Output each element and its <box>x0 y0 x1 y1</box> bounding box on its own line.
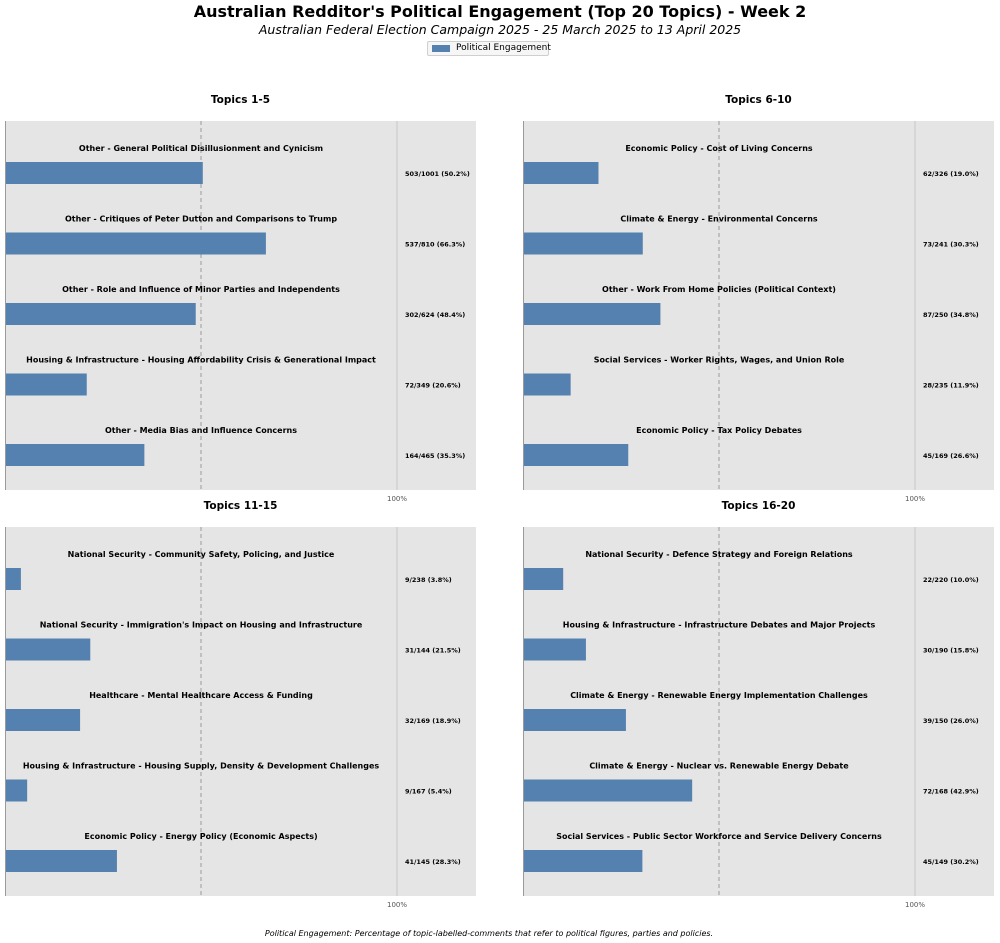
topic-label-3: Other - Work From Home Policies (Politic… <box>602 285 836 294</box>
topic-label-2: National Security - Immigration's Impact… <box>40 621 363 630</box>
value-label-5: 164/465 (35.3%) <box>405 452 465 460</box>
topic-label-3: Climate & Energy - Renewable Energy Impl… <box>570 691 868 700</box>
topic-label-1: Other - General Political Disillusionmen… <box>79 144 323 153</box>
bar-3 <box>524 709 626 731</box>
value-label-3: 32/169 (18.9%) <box>405 717 461 725</box>
topic-label-2: Housing & Infrastructure - Infrastructur… <box>563 621 876 630</box>
value-label-1: 62/326 (19.0%) <box>923 170 979 178</box>
value-label-1: 22/220 (10.0%) <box>923 576 979 584</box>
value-label-5: 45/169 (26.6%) <box>923 452 979 460</box>
x-tick-label: 100% <box>387 495 407 503</box>
topic-label-4: Climate & Energy - Nuclear vs. Renewable… <box>589 762 849 771</box>
legend: Political Engagement <box>427 41 551 56</box>
x-tick-label: 100% <box>905 495 925 503</box>
topic-label-5: Social Services - Public Sector Workforc… <box>556 832 882 841</box>
value-label-2: 30/190 (15.8%) <box>923 647 979 655</box>
value-label-3: 39/150 (26.0%) <box>923 717 979 725</box>
panel-chart-4: 100% National Security - Defence Strategy… <box>523 527 994 909</box>
chart-title: Australian Redditor's Political Engageme… <box>193 2 807 21</box>
bar-4 <box>6 779 28 802</box>
panel-chart-2: 100% Economic Policy - Cost of Living Con… <box>523 121 994 503</box>
topic-label-3: Other - Role and Influence of Minor Part… <box>62 285 340 294</box>
panel-title-3: Topics 11-15 <box>203 500 278 512</box>
value-label-4: 72/168 (42.9%) <box>923 788 979 796</box>
bar-3 <box>6 709 81 731</box>
bar-1 <box>524 162 599 184</box>
bar-5 <box>524 444 629 466</box>
topic-label-5: Economic Policy - Energy Policy (Economi… <box>84 832 317 841</box>
bar-1 <box>524 568 564 590</box>
value-label-1: 9/238 (3.8%) <box>405 576 452 584</box>
bar-1 <box>6 568 21 590</box>
bar-1 <box>6 162 203 184</box>
topic-label-4: Social Services - Worker Rights, Wages, … <box>594 356 845 365</box>
topic-label-4: Housing & Infrastructure - Housing Suppl… <box>23 762 380 771</box>
topic-label-4: Housing & Infrastructure - Housing Affor… <box>26 356 376 365</box>
value-label-1: 503/1001 (50.2%) <box>405 170 470 178</box>
topic-label-1: Economic Policy - Cost of Living Concern… <box>625 144 813 153</box>
footnote: Political Engagement: Percentage of topi… <box>264 929 714 938</box>
x-tick-label: 100% <box>905 901 925 909</box>
value-label-4: 28/235 (11.9%) <box>923 382 979 390</box>
topic-label-3: Healthcare - Mental Healthcare Access & … <box>89 691 313 700</box>
panel-chart-1: 100% Other - General Political Disillusio… <box>5 121 476 503</box>
panel-title-1: Topics 1-5 <box>210 94 271 106</box>
bar-4 <box>6 373 87 396</box>
x-tick-label: 100% <box>387 901 407 909</box>
value-label-5: 45/149 (30.2%) <box>923 858 979 866</box>
bar-2 <box>6 232 266 255</box>
value-label-5: 41/145 (28.3%) <box>405 858 461 866</box>
bar-5 <box>6 850 117 872</box>
topic-label-1: National Security - Community Safety, Po… <box>68 550 335 559</box>
bar-4 <box>524 779 693 802</box>
bar-3 <box>524 303 661 325</box>
bar-2 <box>6 638 91 661</box>
value-label-2: 31/144 (21.5%) <box>405 647 461 655</box>
value-label-4: 9/167 (5.4%) <box>405 788 452 796</box>
bar-5 <box>6 444 145 466</box>
bar-4 <box>524 373 571 396</box>
value-label-3: 87/250 (34.8%) <box>923 311 979 319</box>
value-label-2: 537/810 (66.3%) <box>405 241 465 249</box>
topic-label-1: National Security - Defence Strategy and… <box>585 550 853 559</box>
topic-label-2: Climate & Energy - Environmental Concern… <box>620 215 818 224</box>
legend-label: Political Engagement <box>456 43 551 53</box>
topic-label-2: Other - Critiques of Peter Dutton and Co… <box>65 215 337 224</box>
topic-label-5: Economic Policy - Tax Policy Debates <box>636 426 802 435</box>
legend-swatch <box>432 45 450 52</box>
value-label-3: 302/624 (48.4%) <box>405 311 465 319</box>
bar-2 <box>524 638 586 661</box>
chart-subtitle: Australian Federal Election Campaign 202… <box>258 22 742 37</box>
value-label-4: 72/349 (20.6%) <box>405 382 461 390</box>
bar-2 <box>524 232 643 255</box>
panel-title-4: Topics 16-20 <box>721 500 796 512</box>
panel-chart-3: 100% National Security - Community Safety… <box>5 527 476 909</box>
panel-title-2: Topics 6-10 <box>725 94 792 106</box>
value-label-2: 73/241 (30.3%) <box>923 241 979 249</box>
topic-label-5: Other - Media Bias and Influence Concern… <box>105 426 297 435</box>
bar-3 <box>6 303 196 325</box>
bar-5 <box>524 850 643 872</box>
